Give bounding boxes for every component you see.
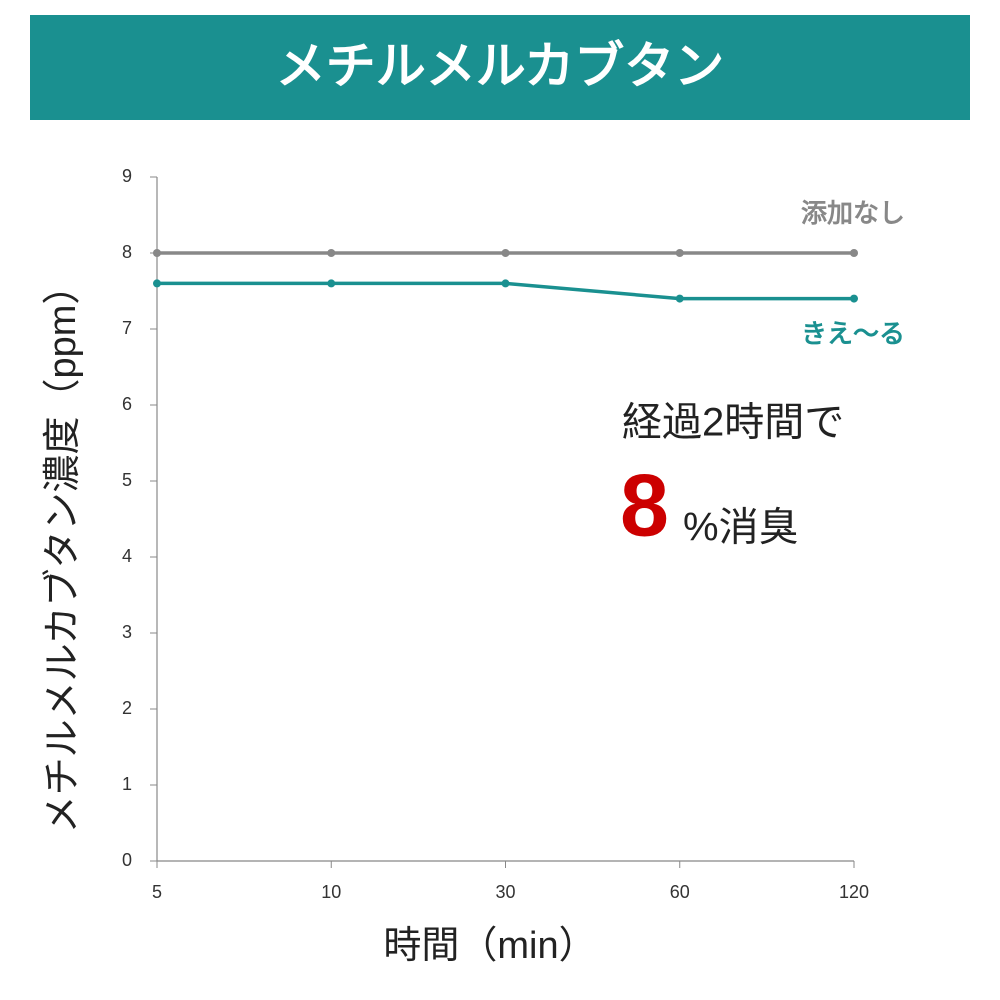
x-tick-label: 30 [495, 882, 515, 902]
annotation: %消臭 [683, 506, 799, 550]
point [675, 249, 684, 257]
point [153, 279, 161, 288]
point [327, 279, 336, 288]
point [850, 249, 858, 257]
x-tick-label: 120 [839, 882, 869, 902]
x-tick-label: 10 [321, 882, 341, 902]
y-tick-label: 3 [122, 622, 132, 642]
point [153, 249, 161, 257]
y-tick-label: 0 [122, 850, 132, 870]
point [850, 294, 858, 303]
point [501, 279, 510, 288]
x-tick-label: 5 [152, 882, 162, 902]
x-axis-label: 時間（min） [383, 925, 596, 967]
y-tick-label: 8 [122, 242, 132, 262]
y-tick-label: 4 [122, 546, 132, 566]
y-axis-label: メチルメルカブタン濃度（ppm） [42, 267, 84, 834]
y-tick-label: 7 [122, 318, 132, 338]
y-tick-label: 6 [122, 394, 132, 414]
y-tick-label: 2 [122, 698, 132, 718]
y-tick-label: 1 [122, 774, 132, 794]
y-tick-label: 9 [122, 166, 132, 186]
point [327, 249, 336, 257]
chart-title: メチルメルカブタン [276, 38, 725, 94]
annotation: 経過2時間で [622, 401, 844, 445]
x-tick-label: 60 [670, 882, 690, 902]
y-tick-label: 5 [122, 470, 132, 490]
annotation-highlight: 8 [620, 455, 669, 554]
legend-label: きえ〜る [801, 318, 905, 348]
point [675, 294, 684, 303]
legend-label: 添加なし [801, 198, 905, 228]
point [501, 249, 510, 257]
header-band [30, 15, 970, 120]
